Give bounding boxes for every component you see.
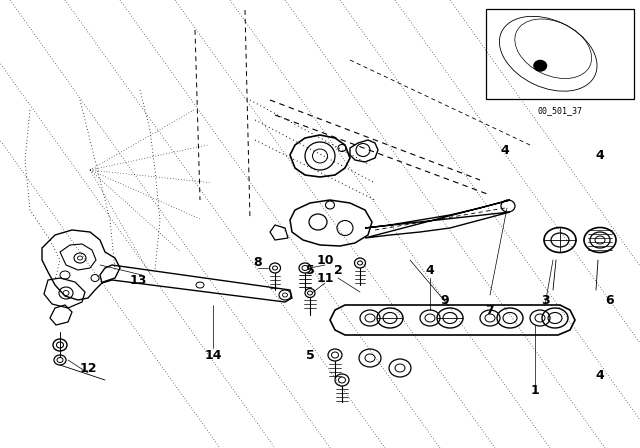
Text: 6: 6 (605, 293, 614, 306)
Text: 4: 4 (500, 143, 509, 156)
Bar (486, 9, 634, 99)
Text: 7: 7 (486, 303, 494, 316)
Text: 1: 1 (531, 383, 540, 396)
Text: 11: 11 (316, 271, 333, 284)
Text: 3: 3 (541, 293, 549, 306)
Text: 00_501_37: 00_501_37 (538, 107, 582, 116)
Ellipse shape (533, 60, 547, 72)
Text: 8: 8 (253, 255, 262, 268)
Text: 5: 5 (306, 349, 314, 362)
Text: 12: 12 (79, 362, 97, 375)
Text: 4: 4 (596, 369, 604, 382)
Text: 4: 4 (596, 148, 604, 161)
Text: 5: 5 (306, 263, 314, 276)
Text: 13: 13 (129, 273, 147, 287)
Text: 9: 9 (441, 293, 449, 306)
Text: 2: 2 (333, 263, 342, 276)
Text: 10: 10 (316, 254, 333, 267)
Text: 4: 4 (426, 263, 435, 276)
Text: 14: 14 (204, 349, 221, 362)
